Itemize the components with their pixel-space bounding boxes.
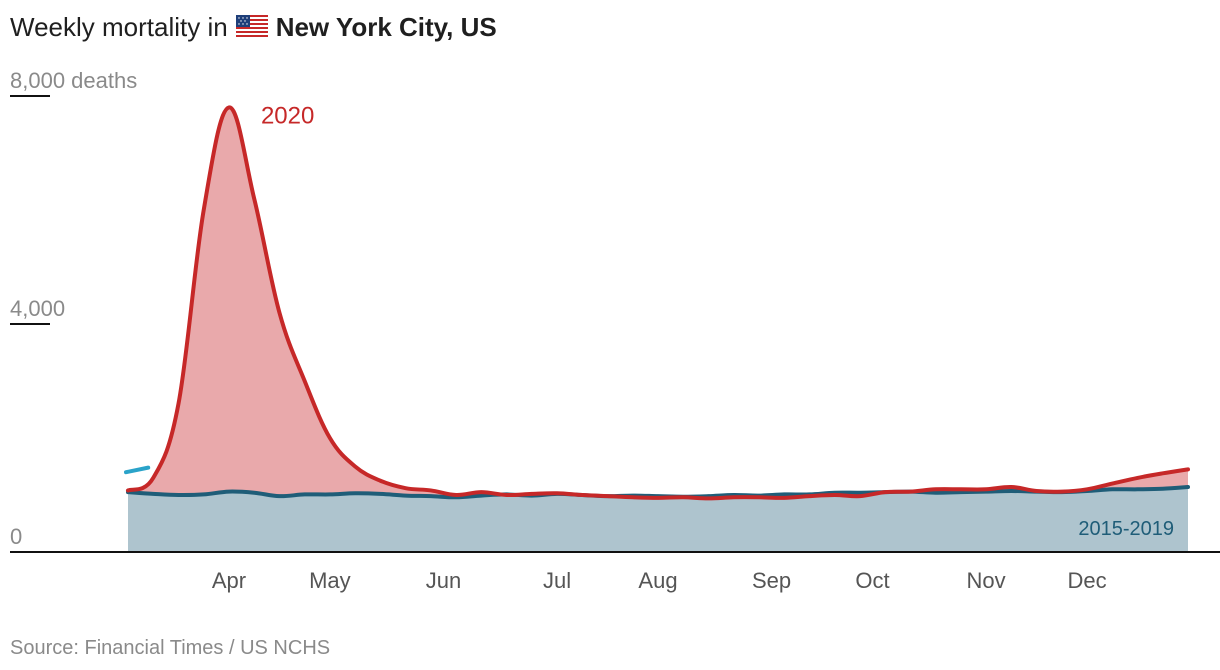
series-baseline-label: 2015-2019 [1078, 518, 1174, 540]
us-flag-icon [235, 15, 268, 39]
series-2020-label: 2020 [261, 102, 314, 129]
series-baseline-area [128, 487, 1188, 552]
x-month-label: Oct [855, 568, 889, 593]
x-month-label: Jun [426, 568, 461, 593]
x-month-label: May [309, 568, 351, 593]
chart-source: Source: Financial Times / US NCHS [10, 637, 331, 659]
x-month-label: Nov [967, 568, 1006, 593]
x-month-label: Jul [543, 568, 571, 593]
x-month-label: Dec [1067, 568, 1106, 593]
x-month-label: Sep [752, 568, 791, 593]
y-tick-label: 8,000 deaths [10, 68, 137, 93]
series-2020-line [126, 105, 1190, 501]
series-2020-area [128, 107, 1188, 553]
y-tick-label: 4,000 [10, 296, 65, 321]
x-month-label: Apr [212, 568, 246, 593]
y-tick-label: 0 [10, 524, 22, 549]
chart-title-prefix: Weekly mortality in [10, 12, 228, 42]
baseline-early-segment [124, 465, 151, 475]
x-month-label: Aug [638, 568, 677, 593]
chart-title-place: New York City, US [275, 12, 497, 42]
chart-title: Weekly mortality in New York City, US [10, 10, 497, 44]
